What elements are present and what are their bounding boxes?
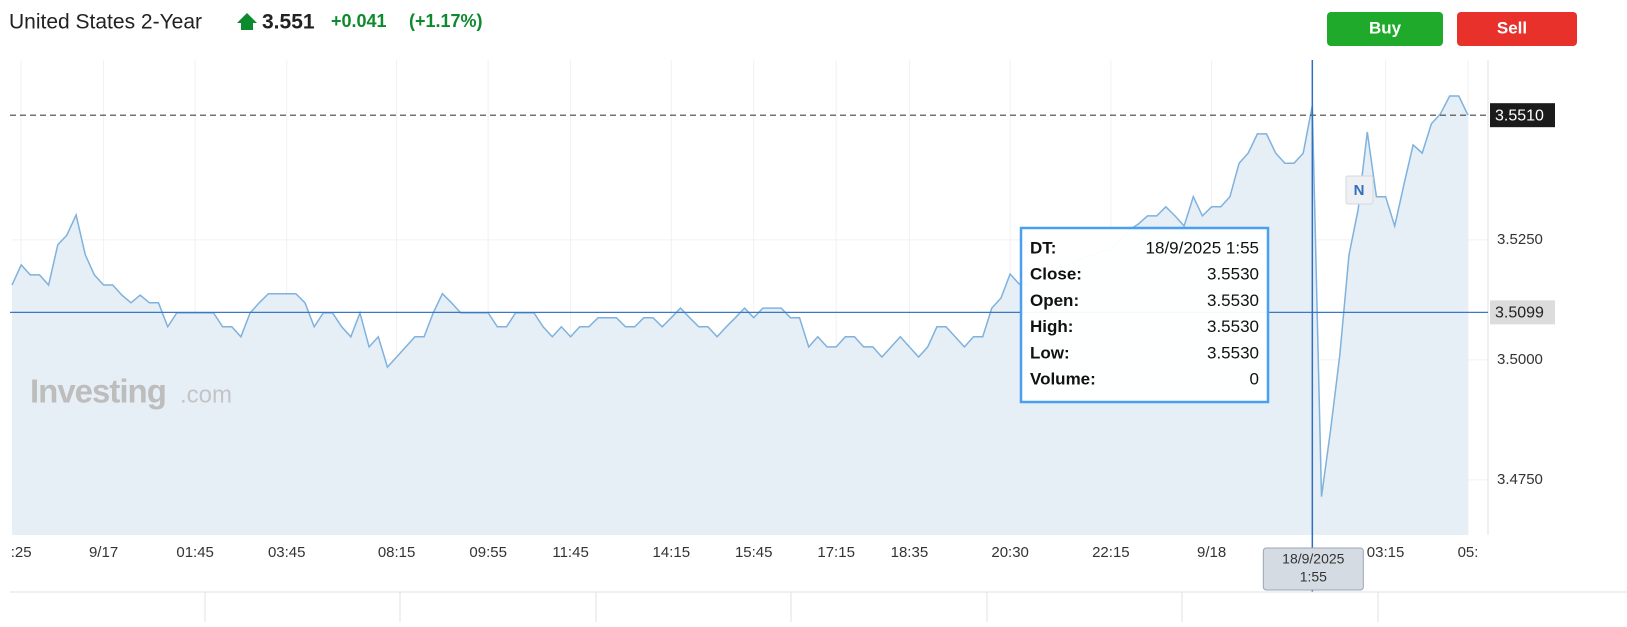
tooltip-value: 3.5530: [1207, 317, 1259, 336]
y-tick-label: 3.4750: [1497, 471, 1543, 488]
tooltip-field: Low:: [1030, 343, 1070, 362]
up-arrow-icon: [237, 13, 257, 30]
watermark-suffix: .com: [180, 381, 232, 408]
x-tick-label: 05:: [1458, 544, 1479, 561]
y-tick-label: 3.5000: [1497, 351, 1543, 368]
x-tick-label: 22:15: [1092, 544, 1130, 561]
buy-button[interactable]: Buy: [1327, 12, 1443, 46]
tooltip-value: 18/9/2025 1:55: [1146, 238, 1259, 257]
tooltip: DT: 18/9/2025 1:55 Close: 3.5530 Open: 3.5530…: [1019, 226, 1270, 404]
tooltip-value: 0: [1250, 369, 1259, 388]
news-marker[interactable]: N: [1345, 175, 1374, 205]
x-tick-label: 11:45: [552, 544, 588, 561]
x-tick-label: 01:45: [176, 544, 214, 561]
x-tick-label: 09:55: [469, 544, 507, 561]
tooltip-field: High:: [1030, 317, 1073, 336]
x-tick-label: 03:15: [1367, 544, 1405, 561]
price: 3.551: [262, 11, 315, 34]
crosshair-label: 1:55: [1300, 569, 1327, 585]
sell-button-bg: [1457, 12, 1577, 46]
x-tick-label: 03:45: [268, 544, 306, 561]
tooltip-value: 3.5530: [1207, 343, 1259, 362]
plot-area: [10, 60, 1489, 592]
x-tick-label: 9/17: [89, 544, 118, 561]
area-fill: [12, 96, 1468, 535]
tooltip-field: Close:: [1030, 265, 1082, 284]
tooltip-field: Volume:: [1030, 369, 1096, 388]
tooltip-field: Open:: [1030, 291, 1079, 310]
x-tick-label: 17:15: [817, 544, 855, 561]
price-change-percent: (+1.17%): [409, 11, 483, 31]
news-marker-label: N: [1354, 182, 1365, 199]
tooltip-box: [1019, 226, 1270, 404]
x-tick-label: 9/18: [1197, 544, 1226, 561]
news-marker-bg: [1345, 175, 1374, 205]
price-change: +0.041: [331, 11, 387, 31]
buy-button-label: Buy: [1369, 18, 1402, 37]
crosshair-label: 18/9/2025: [1282, 551, 1344, 567]
instrument-title: United States 2-Year: [9, 11, 202, 34]
x-tick-label: 15:45: [735, 544, 773, 561]
y-tick-label: 3.5250: [1497, 231, 1543, 248]
x-tick-label: 14:15: [653, 544, 691, 561]
buy-button-bg: [1327, 12, 1443, 46]
overlay: N DT: 18/9/2025 1:55 Close: 3.5530 Open: 3.55…: [1019, 175, 1374, 404]
tooltip-field: DT:: [1030, 238, 1056, 257]
x-tick-label: 20:30: [991, 544, 1029, 561]
sell-button-label: Sell: [1497, 18, 1527, 37]
reference-label-bg: [1490, 103, 1555, 128]
x-tick-label: 08:15: [378, 544, 416, 561]
tooltip-value: 3.5530: [1207, 265, 1259, 284]
reference-label: 3.5510: [1495, 107, 1544, 124]
x-tick-label: :25: [11, 544, 32, 561]
crosshair-label-bg: [1262, 547, 1364, 591]
bottom-tabs: [10, 591, 1627, 622]
reference-label: 3.5099: [1495, 305, 1544, 322]
x-tick-label: 18:35: [891, 544, 929, 561]
tooltip-value: 3.5530: [1207, 291, 1259, 310]
reference-label-bg: [1490, 300, 1555, 325]
sell-button[interactable]: Sell: [1457, 12, 1577, 46]
watermark-brand: Investing: [30, 373, 166, 410]
